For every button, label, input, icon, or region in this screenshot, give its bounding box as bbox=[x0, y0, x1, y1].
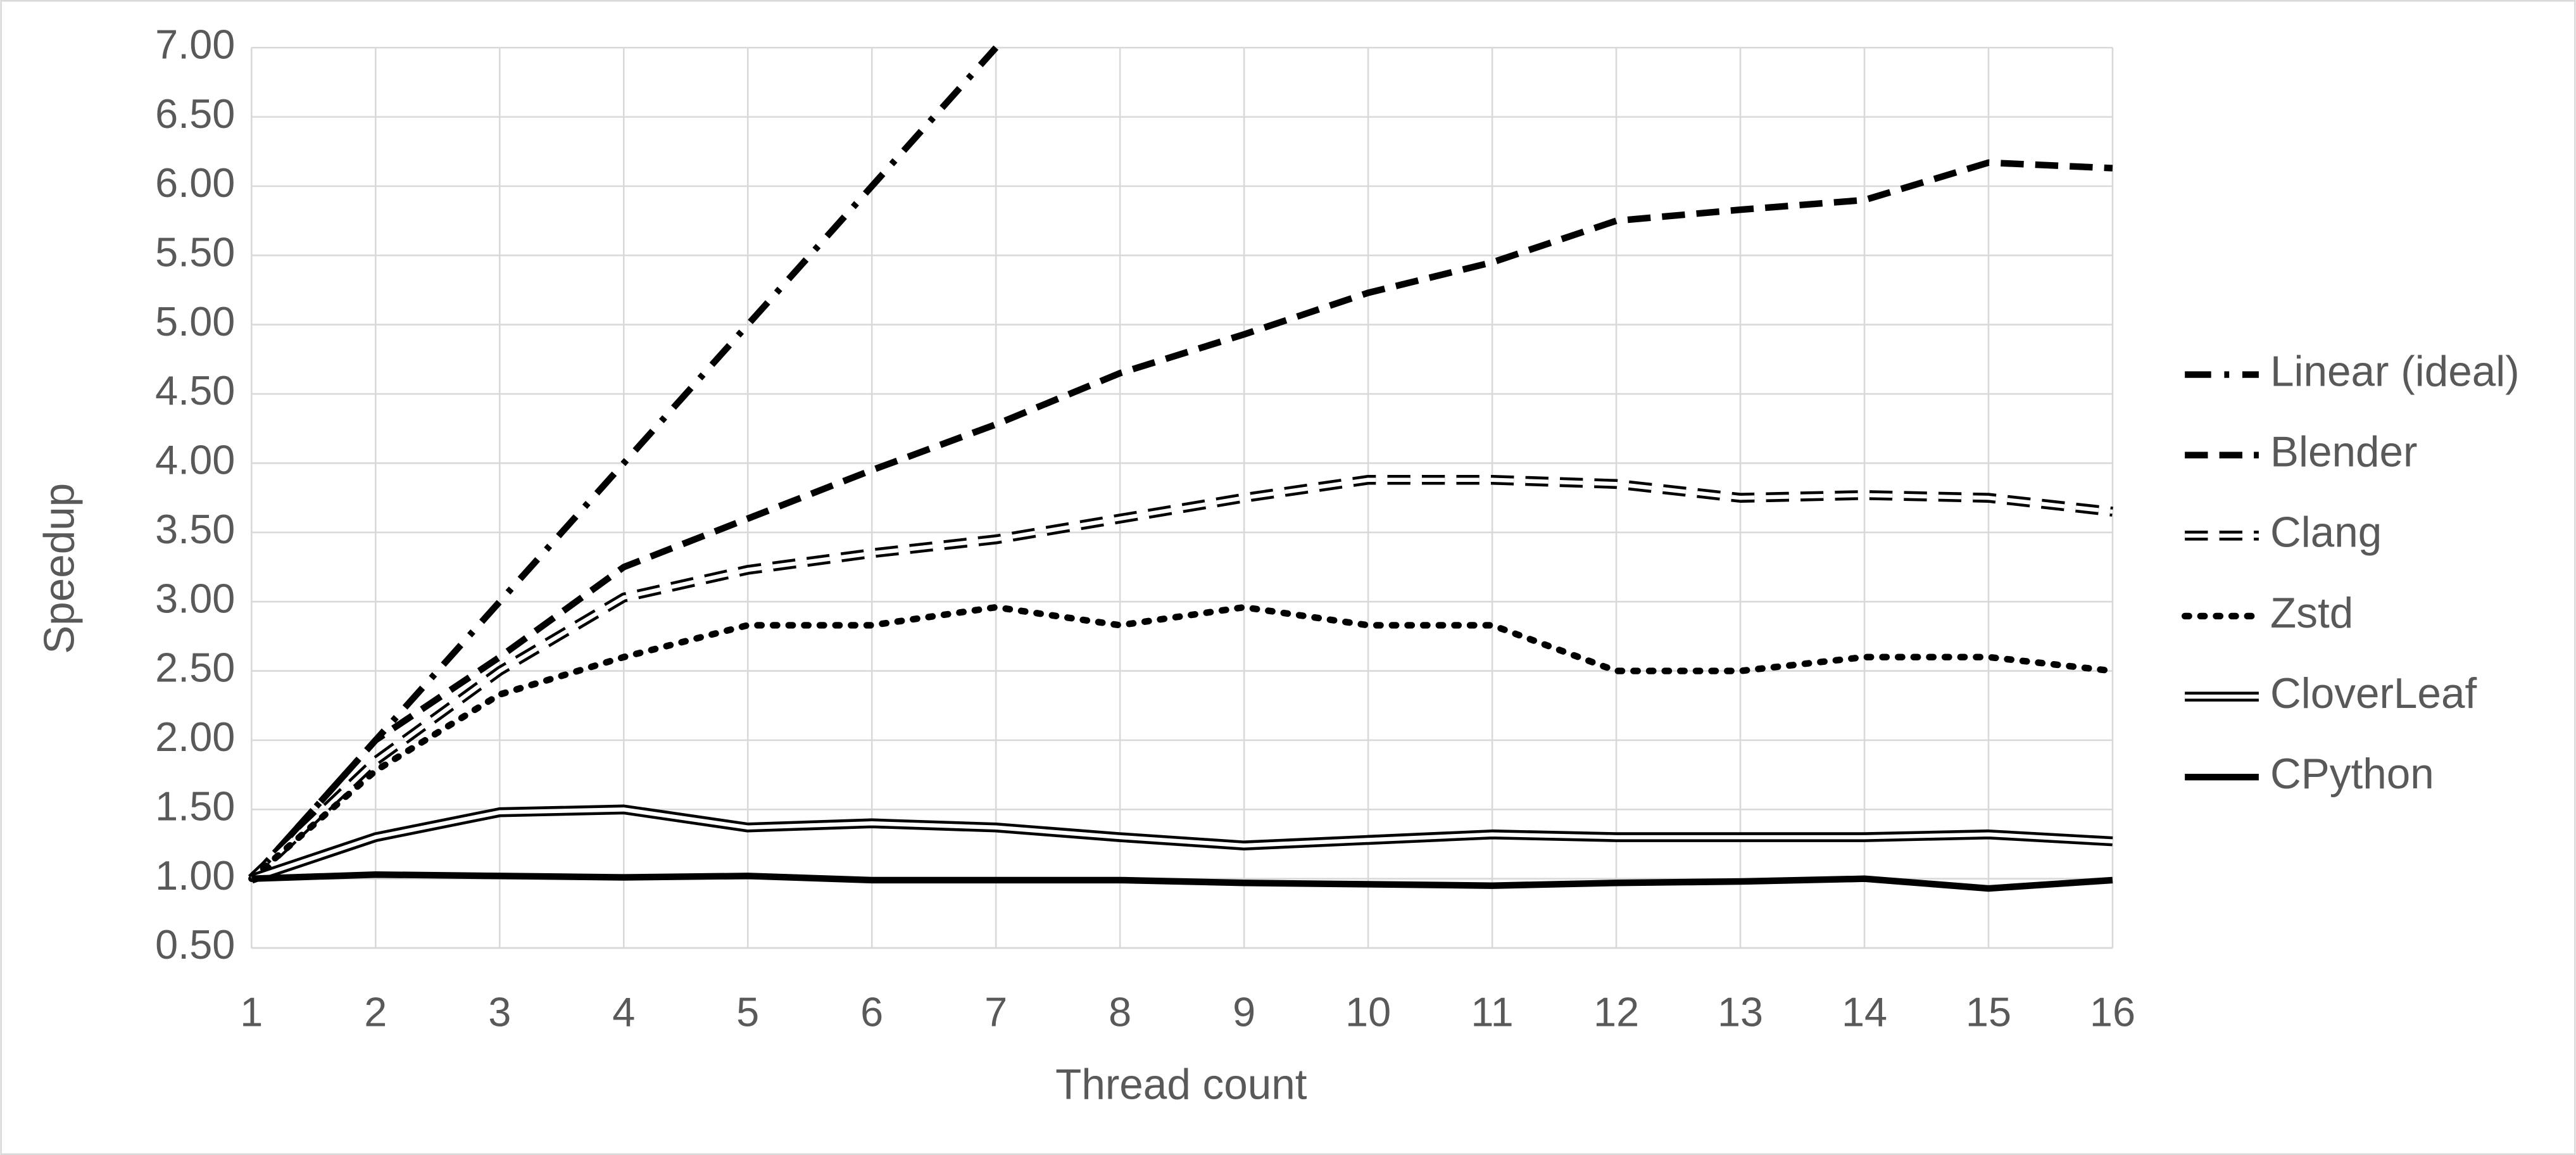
y-tick-label: 4.50 bbox=[155, 367, 235, 413]
x-tick-label: 6 bbox=[860, 989, 883, 1035]
y-tick-label: 6.00 bbox=[155, 160, 235, 206]
x-tick-label: 9 bbox=[1233, 989, 1255, 1035]
y-tick-label: 0.50 bbox=[155, 921, 235, 968]
y-tick-label: 1.00 bbox=[155, 852, 235, 899]
y-tick-label: 6.50 bbox=[155, 91, 235, 137]
y-tick-label: 2.00 bbox=[155, 714, 235, 760]
y-tick-label: 5.50 bbox=[155, 229, 235, 275]
x-tick-label: 2 bbox=[364, 989, 387, 1035]
x-tick-label: 10 bbox=[1345, 989, 1391, 1035]
x-tick-label: 15 bbox=[1966, 989, 2011, 1035]
legend-label: Blender bbox=[2270, 429, 2417, 476]
x-tick-label: 13 bbox=[1718, 989, 1763, 1035]
legend-label: CloverLeaf bbox=[2270, 670, 2477, 717]
series-line bbox=[251, 871, 2113, 892]
series-line-inner bbox=[250, 477, 2113, 881]
legend-label: Clang bbox=[2270, 509, 2382, 557]
x-axis-title: Thread count bbox=[1055, 1061, 1307, 1108]
legend-label: Zstd bbox=[2270, 590, 2353, 637]
x-tick-label: 8 bbox=[1109, 989, 1131, 1035]
x-tick-label: 12 bbox=[1593, 989, 1639, 1035]
series-line bbox=[249, 159, 2113, 881]
y-tick-label: 7.00 bbox=[155, 21, 235, 67]
y-tick-label: 3.00 bbox=[155, 575, 235, 621]
x-tick-label: 4 bbox=[612, 989, 635, 1035]
x-tick-label: 3 bbox=[488, 989, 511, 1035]
y-tick-label: 1.50 bbox=[155, 783, 235, 829]
y-tick-label: 5.00 bbox=[155, 298, 235, 344]
legend-label: CPython bbox=[2270, 750, 2434, 798]
y-axis-title: Speedup bbox=[36, 483, 84, 654]
y-tick-label: 4.00 bbox=[155, 437, 235, 483]
series-line bbox=[248, 603, 2116, 882]
legend-label: Linear (ideal) bbox=[2270, 348, 2520, 395]
x-tick-label: 11 bbox=[1471, 989, 1513, 1035]
y-tick-label: 3.50 bbox=[155, 506, 235, 552]
series-line-inner bbox=[251, 807, 2113, 881]
x-tick-label: 16 bbox=[2090, 989, 2135, 1035]
x-tick-label: 7 bbox=[984, 989, 1007, 1035]
x-tick-label: 14 bbox=[1842, 989, 1887, 1035]
x-tick-label: 5 bbox=[736, 989, 759, 1035]
x-tick-label: 1 bbox=[240, 989, 263, 1035]
y-tick-label: 2.50 bbox=[155, 645, 235, 691]
